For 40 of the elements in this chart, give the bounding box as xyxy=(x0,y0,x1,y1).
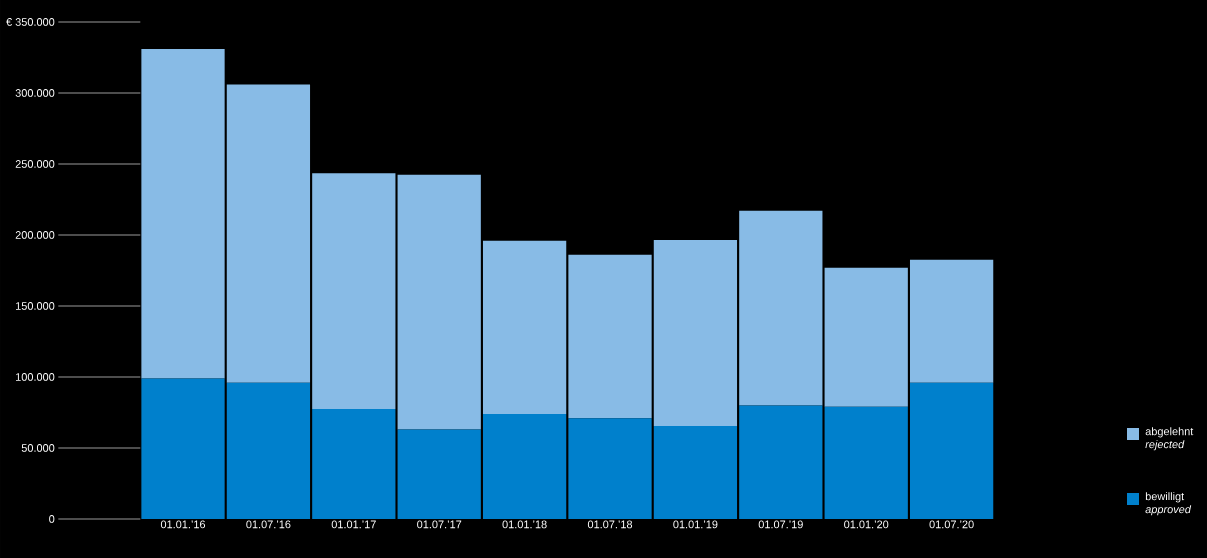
bar xyxy=(141,48,225,379)
x-tick-label: 01.01.’19 xyxy=(673,520,718,529)
y-tick-label: € 350.000 xyxy=(6,18,55,26)
x-tick-label: 01.01.’17 xyxy=(331,520,376,529)
x-tick-label: 01.07.’20 xyxy=(929,520,974,529)
y-tick-label: 150.000 xyxy=(16,302,55,310)
bar xyxy=(909,259,994,383)
bar xyxy=(739,210,823,406)
x-tick-label: 01.01.’20 xyxy=(844,520,889,529)
bar xyxy=(824,267,908,407)
y-tick-label: 50.000 xyxy=(21,444,55,452)
bar xyxy=(568,254,652,419)
bar xyxy=(141,378,225,519)
bar xyxy=(568,418,652,519)
x-tick-label: 01.07.’18 xyxy=(587,520,633,529)
bar xyxy=(909,382,994,519)
x-tick-label: 01.07.’17 xyxy=(417,520,462,529)
bar xyxy=(482,240,567,414)
bar xyxy=(653,239,738,426)
bar xyxy=(397,174,481,430)
bar xyxy=(739,405,823,519)
bar xyxy=(226,382,311,519)
y-tick-label: 200.000 xyxy=(15,231,55,239)
bar xyxy=(312,408,396,519)
y-tick-label: 300.000 xyxy=(15,89,55,97)
x-tick-label: 01.07.’16 xyxy=(246,520,291,529)
x-tick-label: 01.01.’16 xyxy=(160,520,206,529)
legend-label: bewilligt approved xyxy=(1145,492,1192,516)
bar xyxy=(397,429,481,519)
y-tick-label: 100.000 xyxy=(16,373,55,381)
bar xyxy=(824,406,908,519)
y-tick-label: 0 xyxy=(49,515,55,523)
bar xyxy=(312,173,396,409)
x-tick-label: 01.01.’18 xyxy=(502,520,547,529)
y-tick-label: 250.000 xyxy=(15,160,55,168)
bar xyxy=(482,413,567,519)
x-tick-label: 01.07.’19 xyxy=(758,520,803,529)
bar xyxy=(226,84,311,383)
bar xyxy=(653,425,738,519)
legend-label: abgelehnt rejected xyxy=(1145,427,1194,451)
